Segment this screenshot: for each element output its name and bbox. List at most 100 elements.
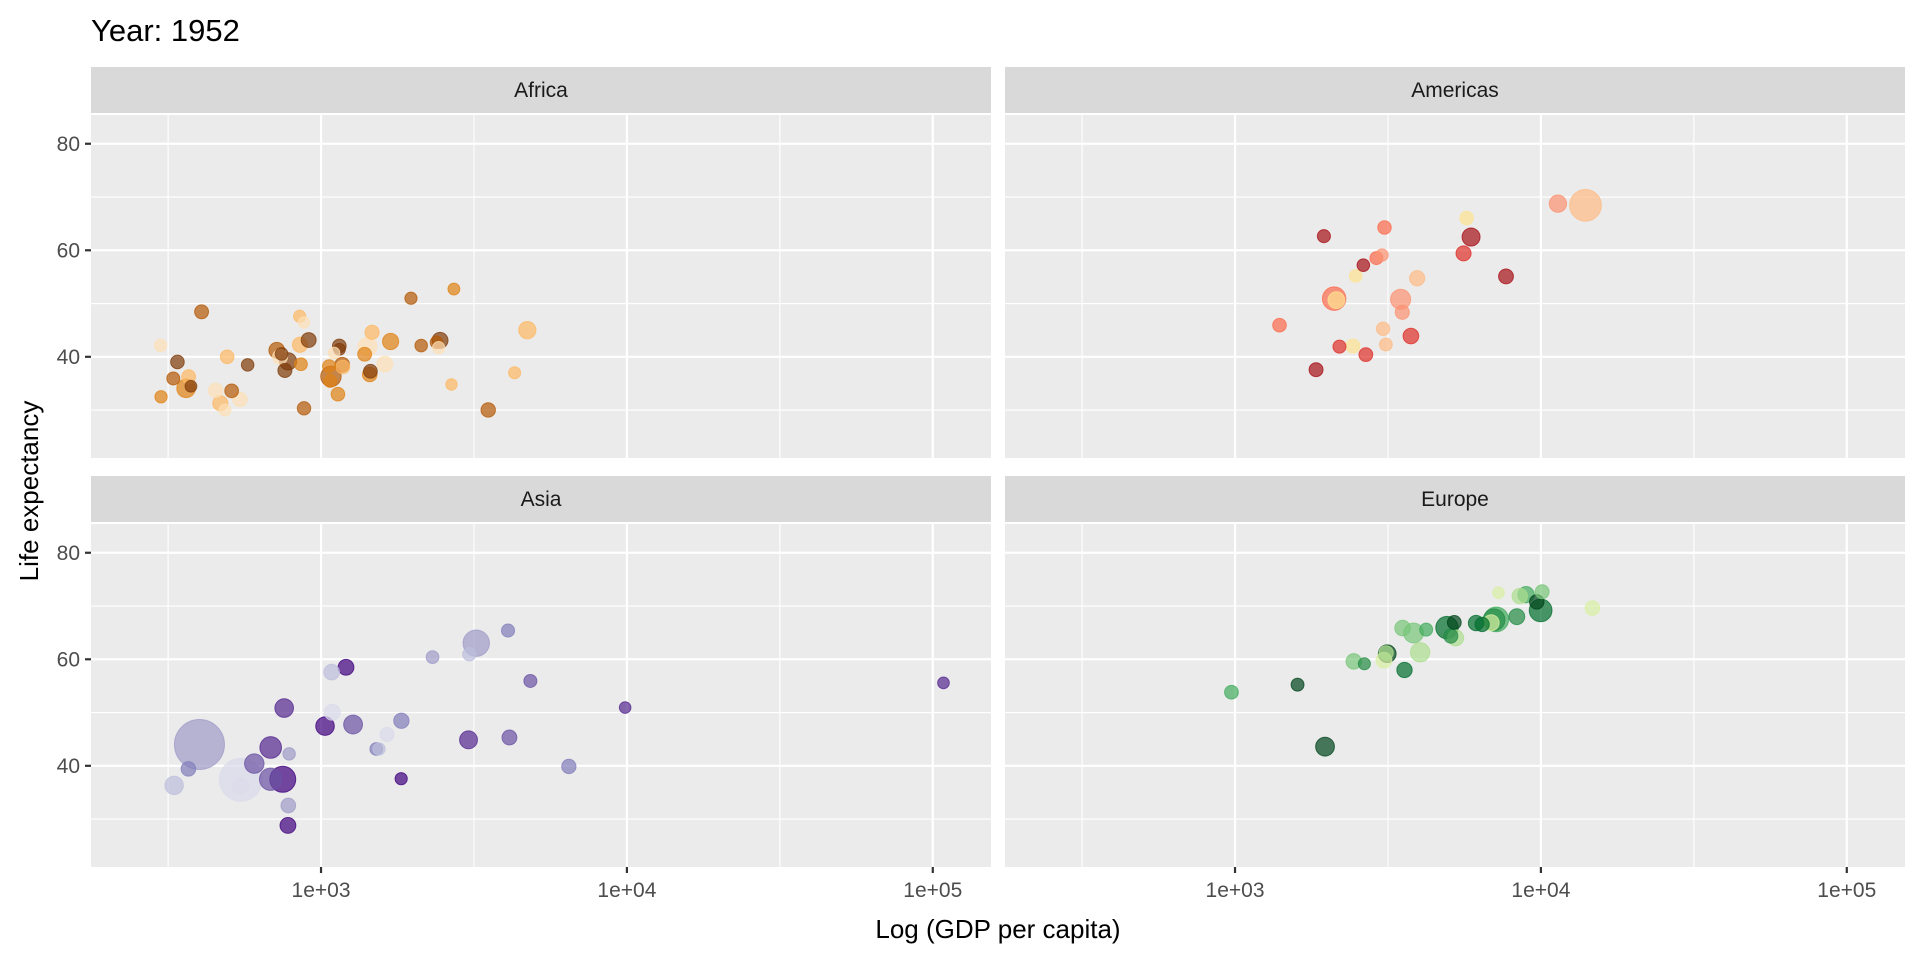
data-point-somalia: Somalia (330, 386, 346, 402)
data-point-nepal: Nepal (232, 777, 250, 795)
data-point-lebanon: Lebanon (523, 673, 538, 688)
data-point-honduras: Honduras (1332, 339, 1347, 354)
data-point-albania: Albania (1290, 677, 1305, 692)
data-point-turkey: Turkey (1315, 736, 1335, 757)
data-point-uruguay: Uruguay (1459, 210, 1474, 226)
data-point-argentina: Argentina (1461, 227, 1481, 247)
data-point-ireland: Ireland (1446, 615, 1462, 630)
data-point-saudi-arabia: Saudi Arabia (561, 758, 577, 775)
data-point-syria: Syria (379, 726, 395, 743)
y-tick-label: 60 (57, 648, 80, 671)
data-point-burundi: Burundi (170, 354, 185, 370)
data-point-bosnia-and-herzegovina: Bosnia and Herzegovina (1224, 684, 1239, 700)
data-point-sweden: Sweden (1511, 587, 1528, 605)
x-tick-label: 1e+04 (1511, 879, 1570, 902)
strip-africa (91, 67, 991, 113)
data-point-zimbabwe: Zimbabwe (194, 304, 210, 320)
y-axis-top: 40 60 80 (57, 133, 91, 369)
data-point-nicaragua: Nicaragua (1378, 337, 1393, 352)
data-point-thailand: Thailand (274, 698, 295, 718)
data-point-sri-lanka: Sri Lanka (323, 663, 341, 681)
data-point-iceland: Iceland (1492, 586, 1505, 600)
data-point-cambodia: Cambodia (180, 761, 197, 777)
points-asia: ChinaIndiaJapanIndonesiaBangladeshPakist… (164, 623, 950, 834)
chart-title: Year: 1952 (91, 13, 240, 48)
data-point-morocco: Morocco (381, 332, 400, 351)
panel-asia: Asia ChinaIndiaJapanIndonesiaBangladeshPa… (91, 476, 991, 867)
strip-label-europe: Europe (1421, 488, 1489, 511)
data-point-bahrain: Bahrain (618, 701, 632, 714)
data-point-korea-dem-rep: Korea, Dem. Rep. (323, 703, 341, 721)
data-point-eritrea: Eritrea (166, 371, 181, 386)
data-point-tunisia: Tunisia (364, 324, 380, 340)
y-tick-label: 80 (57, 133, 80, 156)
data-point-yemen-rep: Yemen, Rep. (280, 797, 297, 814)
data-point-malaysia: Malaysia (393, 712, 410, 729)
data-point-gambia: Gambia (218, 403, 232, 417)
data-point-singapore: Singapore (425, 650, 440, 665)
data-point-afghanistan: Afghanistan (279, 817, 297, 834)
data-point-bangladesh: Bangladesh (258, 767, 283, 791)
data-point-vietnam: Vietnam (244, 753, 265, 774)
data-point-philippines: Philippines (343, 714, 363, 735)
data-point-guinea-bissau: Guinea-Bissau (154, 390, 168, 404)
data-point-cote-d-ivoire: Cote d'Ivoire (357, 346, 373, 362)
data-point-benin: Benin (322, 359, 337, 374)
data-point-niger: Niger (277, 362, 293, 378)
data-point-sudan: Sudan (376, 355, 394, 373)
facet-panels: Africa NigeriaEgyptEthiopiaSouth AfricaCo… (91, 67, 1905, 867)
data-point-hong-kong-china: Hong Kong, China (462, 646, 477, 662)
data-point-reunion: Reunion (447, 282, 461, 296)
points-americas: United StatesBrazilMexicoArgentinaCanada… (1272, 188, 1602, 378)
data-point-comoros: Comoros (327, 346, 341, 360)
data-point-china: China (173, 719, 225, 770)
strip-label-africa: Africa (514, 79, 568, 102)
x-axis-left: 1e+03 1e+04 1e+05 (292, 867, 962, 902)
data-point-chad: Chad (335, 359, 351, 375)
data-point-switzerland: Switzerland (1584, 600, 1601, 616)
data-point-myanmar: Myanmar (164, 775, 184, 796)
data-point-sierra-leone: Sierra Leone (296, 401, 312, 416)
data-point-lesotho: Lesotho (153, 338, 168, 353)
panel-background (91, 524, 991, 867)
data-point-greece: Greece (1394, 619, 1411, 637)
data-point-guatemala: Guatemala (1345, 338, 1361, 354)
data-point-israel: Israel (500, 623, 516, 638)
data-point-congo-rep: Congo, Rep. (414, 338, 428, 353)
data-point-panama: Panama (1348, 269, 1363, 283)
data-point-mongolia: Mongolia (282, 747, 296, 761)
data-point-rwanda: Rwanda (219, 349, 235, 365)
x-tick-label: 1e+03 (1206, 879, 1265, 902)
data-point-belgium: Belgium (1508, 608, 1526, 626)
data-point-iran: Iran (459, 730, 478, 750)
data-point-paraguay: Paraguay (1316, 229, 1331, 244)
data-point-slovenia: Slovenia (1419, 622, 1434, 637)
panel-background (1005, 115, 1905, 458)
data-point-serbia: Serbia (1396, 661, 1413, 679)
data-point-haiti: Haiti (1308, 362, 1324, 378)
data-point-montenegro: Montenegro (1357, 657, 1371, 671)
data-point-oman: Oman (394, 772, 408, 786)
data-point-trinidad-and-tobago: Trinidad and Tobago (1375, 248, 1389, 262)
data-point-slovak-republic: Slovak Republic (1443, 628, 1459, 644)
strip-europe (1005, 476, 1905, 522)
data-point-togo: Togo (294, 357, 308, 372)
data-point-sao-tome-and-principe: Sao Tome and Principe (297, 316, 311, 329)
y-axis-title: Life expectancy (14, 401, 44, 582)
data-point-taiwan: Taiwan (337, 658, 355, 676)
data-point-finland: Finland (1474, 616, 1490, 633)
data-point-jordan: Jordan (372, 742, 386, 756)
data-point-central-african-republic: Central African Republic (323, 374, 338, 388)
data-point-mali: Mali (208, 382, 224, 399)
y-tick-label: 60 (57, 239, 80, 262)
strip-label-asia: Asia (521, 488, 562, 511)
data-point-dominican-republic: Dominican Republic (1272, 317, 1287, 333)
x-axis-right: 1e+03 1e+04 1e+05 (1206, 867, 1876, 902)
data-point-namibia: Namibia (432, 341, 446, 355)
data-point-djibouti: Djibouti (445, 378, 458, 391)
data-point-angola: Angola (480, 402, 496, 418)
data-point-mauritius: Mauritius (404, 291, 418, 305)
x-tick-label: 1e+04 (597, 879, 656, 902)
data-point-kuwait: Kuwait (937, 676, 950, 690)
